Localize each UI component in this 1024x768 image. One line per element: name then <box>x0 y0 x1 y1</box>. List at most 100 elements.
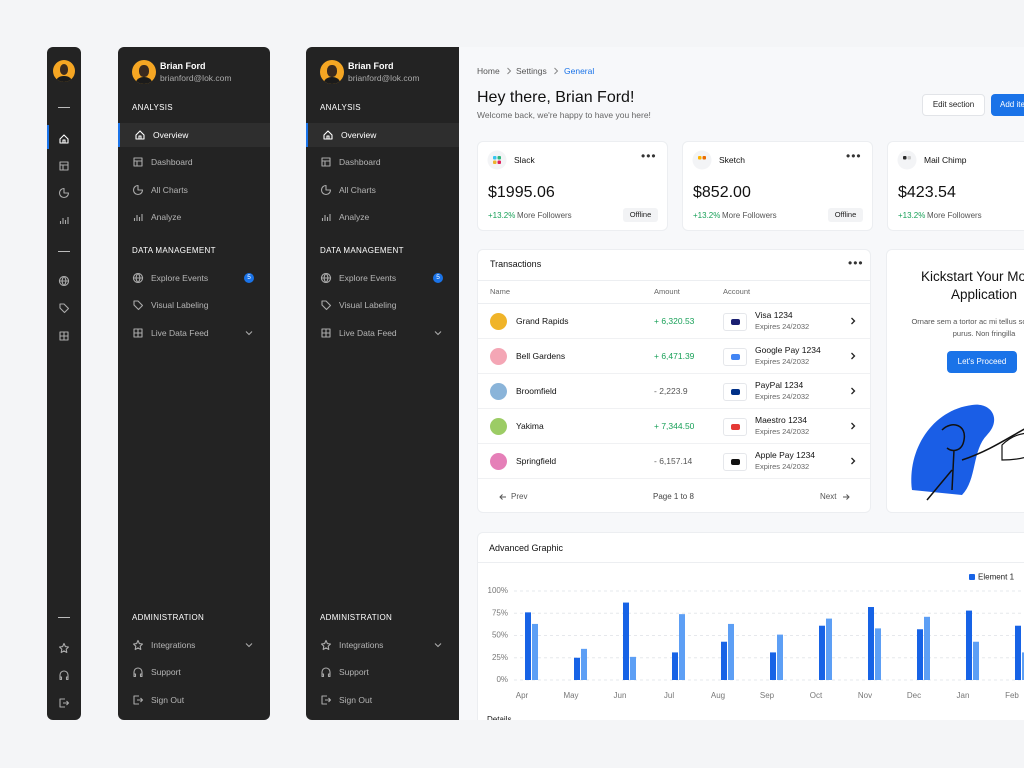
y-tick-label: 100% <box>488 586 508 595</box>
icon-shape <box>320 639 332 651</box>
rail-button[interactable] <box>52 208 76 232</box>
icon-shape <box>59 161 69 171</box>
active-indicator <box>47 125 49 149</box>
bar <box>623 602 629 680</box>
nav-label: Dashboard <box>151 157 193 168</box>
section-title: ADMINISTRATION <box>320 613 393 622</box>
more-menu[interactable]: ••• <box>641 149 657 163</box>
nav-label: Live Data Feed <box>151 327 209 338</box>
nav-icon <box>133 328 143 338</box>
nav-label: All Charts <box>339 184 376 195</box>
more-menu[interactable]: ••• <box>846 149 862 163</box>
table-header <box>478 280 870 304</box>
nav-item[interactable]: Explore Events 5 <box>306 266 459 290</box>
nav-item[interactable]: All Charts <box>306 178 459 202</box>
section-heading: Details <box>487 715 512 720</box>
table-row[interactable]: Broomfield - 2,223.9 PayPal 1234 Expires 24… <box>478 374 870 409</box>
nav-icon <box>320 184 332 195</box>
rail-button[interactable] <box>52 636 76 660</box>
nav-item[interactable]: Analyze <box>306 205 459 229</box>
icon-shape <box>321 300 332 311</box>
table-row[interactable]: Springfield - 6,157.14 Apple Pay 1234 Expir… <box>478 444 870 479</box>
next-label: Next <box>820 492 837 501</box>
nav-item[interactable]: Explore Events 5 <box>118 266 270 290</box>
prev-button[interactable]: Prev <box>498 490 538 504</box>
nav-icon <box>321 300 332 311</box>
rail-button[interactable] <box>52 127 76 151</box>
icon-shape <box>58 275 70 287</box>
rail-button[interactable] <box>52 663 76 687</box>
rail-button[interactable] <box>52 181 76 205</box>
rail-button[interactable] <box>52 269 76 293</box>
nav-icon <box>132 184 144 195</box>
account-name: Visa 1234 <box>755 310 793 320</box>
nav-item[interactable]: Live Data Feed <box>118 321 270 345</box>
table-row[interactable]: Bell Gardens + 6,471.39 Google Pay 1234 Exp… <box>478 339 870 374</box>
arrow <box>843 494 850 500</box>
rail-button[interactable] <box>52 154 76 178</box>
icon-shape <box>133 213 143 221</box>
nav-item[interactable]: Live Data Feed <box>306 321 459 345</box>
card-change: +13.2% <box>898 211 926 220</box>
nav-item[interactable]: Overview <box>306 123 459 147</box>
table-row[interactable]: Yakima + 7,344.50 Maestro 1234 Expires 24/2… <box>478 409 870 444</box>
nav-item[interactable]: Sign Out <box>118 688 270 712</box>
account-logo <box>723 453 747 471</box>
nav-item[interactable]: Dashboard <box>118 150 270 174</box>
breadcrumb-item[interactable]: General <box>564 66 595 76</box>
chart: 0% 25% 50% 75% 100% Element 1 Apr May Jun Jul Aug S… <box>488 573 1024 700</box>
breadcrumb-item[interactable]: Settings <box>516 66 547 76</box>
avatar-face <box>139 64 149 77</box>
breadcrumb-item[interactable]: Home <box>477 66 500 76</box>
more-menu[interactable]: ••• <box>848 256 864 270</box>
row-amount: + 6,471.39 <box>654 351 695 361</box>
x-tick-label: Dec <box>907 691 921 700</box>
breadcrumb-sep <box>507 67 512 75</box>
account-expiry: Expires 24/2032 <box>755 392 810 401</box>
nav-item[interactable]: All Charts <box>118 178 270 202</box>
nav-item[interactable]: Support <box>118 660 270 684</box>
x-tick-label: Aug <box>711 691 725 700</box>
row-name: Broomfield <box>516 386 557 396</box>
row-amount: - 2,223.9 <box>654 386 688 396</box>
icon-shape <box>133 328 143 338</box>
rail-button[interactable] <box>52 691 76 715</box>
divider <box>58 251 70 252</box>
rail-button[interactable] <box>52 296 76 320</box>
icon-rail <box>47 47 81 720</box>
add-button[interactable]: Add item <box>991 94 1024 116</box>
row-name: Bell Gardens <box>516 351 566 361</box>
nav-item[interactable]: Analyze <box>118 205 270 229</box>
chevron <box>245 330 253 335</box>
account-name: Google Pay 1234 <box>755 345 821 355</box>
card-amount: $852.00 <box>693 184 751 201</box>
avatar-face <box>59 64 69 76</box>
nav-item[interactable]: Sign Out <box>306 688 459 712</box>
avatar <box>320 60 344 84</box>
icon-shape <box>321 667 331 678</box>
nav-item[interactable]: Visual Labeling <box>118 293 270 317</box>
brand-logo <box>897 150 917 170</box>
nav-item[interactable]: Integrations <box>118 633 270 657</box>
avatar-body <box>56 75 72 82</box>
proceed-button[interactable]: Let's Proceed <box>947 351 1017 373</box>
card-change: +13.2% <box>488 211 516 220</box>
chevron <box>434 643 442 648</box>
table-row[interactable]: Grand Rapids + 6,320.53 Visa 1234 Expires 2… <box>478 304 870 339</box>
nav-item[interactable]: Dashboard <box>306 150 459 174</box>
next-button[interactable]: Next <box>820 490 860 504</box>
rail-button[interactable] <box>52 324 76 348</box>
nav-item[interactable]: Integrations <box>306 633 459 657</box>
card-change-label: More Followers <box>517 211 572 220</box>
nav-item[interactable]: Support <box>306 660 459 684</box>
icon-shape <box>58 642 70 654</box>
nav-icon <box>59 217 69 224</box>
bar <box>728 623 734 680</box>
divider <box>58 107 70 108</box>
chart-card: Advanced Graphic 0% 25% 50% 75% 100% Element 1… <box>477 532 1024 720</box>
nav-icon <box>133 695 144 705</box>
nav-item[interactable]: Visual Labeling <box>306 293 459 317</box>
nav-item[interactable]: Overview <box>118 123 270 147</box>
edit-button[interactable]: Edit section <box>922 94 985 116</box>
row-chevron <box>851 352 856 360</box>
